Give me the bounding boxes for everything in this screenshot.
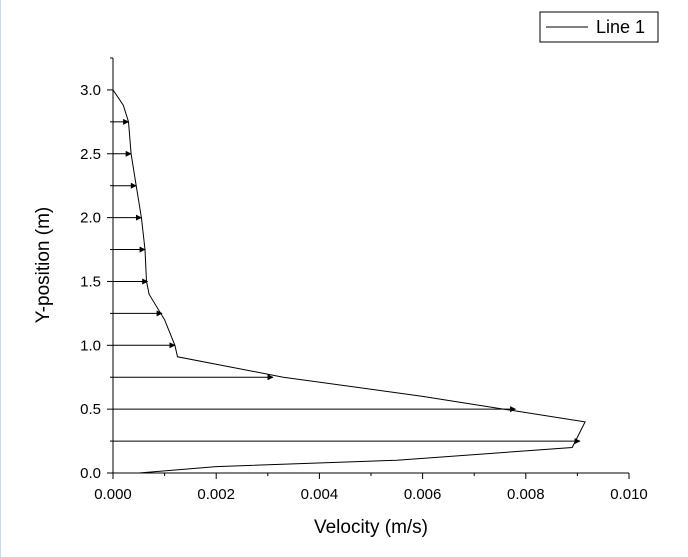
y-tick-label: 1.5 bbox=[80, 273, 101, 290]
y-tick-label: 2.5 bbox=[80, 146, 101, 163]
x-tick-label: 0.006 bbox=[404, 486, 442, 503]
x-tick-label: 0.000 bbox=[94, 486, 132, 503]
legend-label: Line 1 bbox=[596, 17, 645, 37]
x-tick-label: 0.004 bbox=[301, 486, 339, 503]
y-ticks: 0.0 0.5 1.0 1.5 2.0 2.5 3.0 bbox=[80, 57, 113, 482]
plot-area: 0.000 0.002 0.004 0.006 0.008 0.010 0.0 0.5 1.0… bbox=[80, 57, 648, 503]
y-tick-label: 0.0 bbox=[80, 465, 101, 482]
y-tick-label: 1.0 bbox=[80, 337, 101, 354]
x-tick-label: 0.008 bbox=[507, 486, 545, 503]
velocity-arrows bbox=[113, 118, 581, 445]
x-tick-label: 0.010 bbox=[610, 486, 648, 503]
x-tick-label: 0.002 bbox=[197, 486, 235, 503]
x-axis-title: Velocity (m/s) bbox=[314, 517, 428, 538]
x-ticks: 0.000 0.002 0.004 0.006 0.008 0.010 bbox=[94, 473, 648, 503]
y-tick-label: 0.5 bbox=[80, 401, 101, 418]
y-axis-title: Y-position (m) bbox=[33, 207, 54, 324]
legend: Line 1 bbox=[539, 11, 659, 43]
y-tick-label: 3.0 bbox=[80, 82, 101, 99]
series-line-1 bbox=[112, 89, 586, 474]
y-tick-label: 2.0 bbox=[80, 210, 101, 227]
